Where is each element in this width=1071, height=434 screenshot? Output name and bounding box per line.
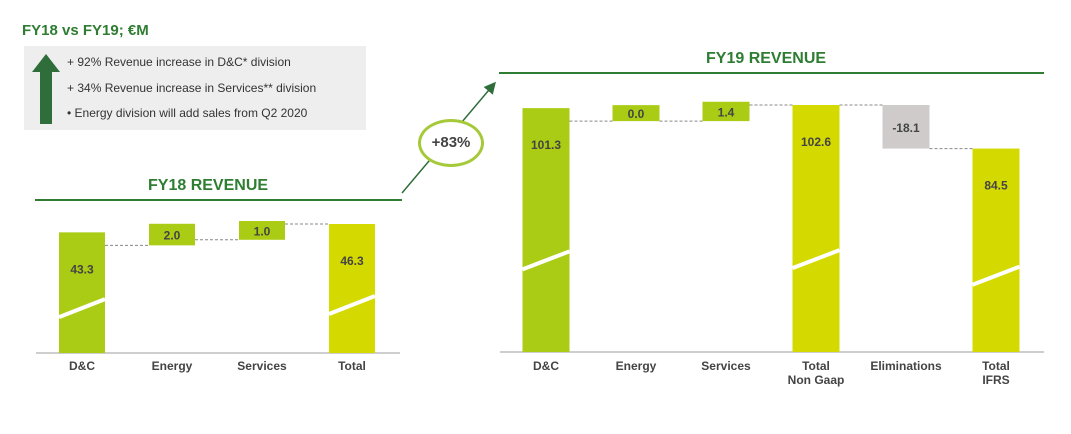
fy18-bar-1 (59, 232, 105, 353)
fy19-value-label-5: -18.1 (892, 121, 920, 135)
fy18-title-rule (35, 199, 402, 201)
fy19-value-label-6: 84.5 (984, 179, 1008, 193)
fy19-bar-1 (522, 108, 570, 352)
note-dc: + 92% Revenue increase in D&C* division (67, 55, 291, 69)
note-energy: • Energy division will add sales from Q2… (67, 106, 308, 120)
up-arrow-icon (32, 54, 60, 124)
fy19-bar-4 (792, 105, 840, 352)
fy19-chart-title: FY19 REVENUE (706, 50, 827, 67)
fy19-category-label-6: Total (982, 359, 1010, 373)
fy19-category-label-4: Total (802, 359, 830, 373)
fy19-value-label-2: 0.0 (628, 107, 645, 121)
fy19-category-label-2: Energy (616, 359, 657, 373)
fy19-value-label-3: 1.4 (718, 105, 735, 119)
fy19-category-label-3: Services (701, 359, 751, 373)
fy19-bar-3 (702, 101, 750, 122)
fy18-chart-title: FY18 REVENUE (148, 177, 269, 194)
fy18-value-label-1: 43.3 (70, 262, 94, 276)
fy19-category-label-4: Non Gaap (788, 373, 845, 387)
note-services: + 34% Revenue increase in Services** div… (67, 81, 317, 95)
fy18-bar-stripe-1 (58, 297, 106, 320)
fy18-category-label-1: D&C (69, 359, 95, 373)
growth-badge: +83% (418, 119, 484, 167)
fy18-category-label-2: Energy (152, 359, 193, 373)
fy18-bar-3 (239, 221, 285, 240)
fy19-bar-2 (612, 105, 660, 122)
fy19-value-label-1: 101.3 (531, 138, 561, 152)
fy18-category-label-4: Total (338, 359, 366, 373)
fy19-bar-5 (882, 105, 930, 149)
fy18-value-label-3: 1.0 (254, 224, 271, 238)
fy19-bar-stripe-4 (791, 248, 841, 271)
fy18-value-label-2: 2.0 (164, 229, 181, 243)
fy19-category-label-5: Eliminations (870, 359, 942, 373)
fy19-category-label-1: D&C (533, 359, 559, 373)
fy18-bar-2 (149, 223, 195, 246)
fy18-category-label-3: Services (237, 359, 287, 373)
page-heading: FY18 vs FY19; €M (22, 22, 149, 39)
fy19-title-rule (499, 72, 1044, 74)
fy19-bar-6 (972, 148, 1020, 352)
fy19-bar-stripe-6 (971, 264, 1021, 287)
fy19-value-label-4: 102.6 (801, 135, 831, 149)
fy19-category-label-6: IFRS (982, 373, 1009, 387)
fy19-bar-stripe-1 (521, 249, 571, 272)
fy18-value-label-4: 46.3 (340, 254, 364, 268)
highlights-box: + 92% Revenue increase in D&C* division … (24, 46, 366, 130)
fy18-bar-4 (329, 224, 375, 353)
fy18-bar-stripe-4 (328, 294, 376, 316)
